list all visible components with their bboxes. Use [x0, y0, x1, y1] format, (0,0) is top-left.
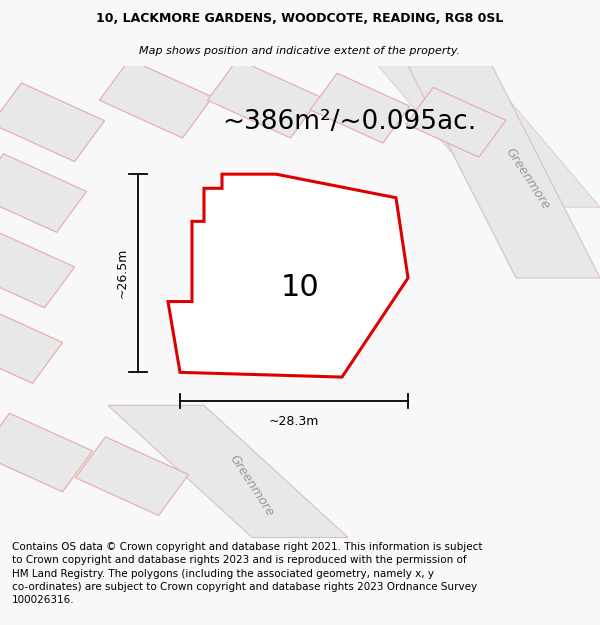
- Polygon shape: [408, 66, 600, 278]
- Text: ~28.3m: ~28.3m: [269, 415, 319, 428]
- Polygon shape: [310, 73, 410, 143]
- Polygon shape: [0, 305, 62, 383]
- Text: Contains OS data © Crown copyright and database right 2021. This information is : Contains OS data © Crown copyright and d…: [12, 542, 482, 605]
- Polygon shape: [0, 83, 104, 161]
- Polygon shape: [0, 229, 74, 308]
- Polygon shape: [378, 66, 600, 208]
- Polygon shape: [221, 314, 307, 374]
- Polygon shape: [235, 222, 365, 314]
- Polygon shape: [208, 59, 320, 138]
- Polygon shape: [108, 406, 348, 538]
- Text: 10: 10: [281, 273, 319, 302]
- Text: Map shows position and indicative extent of the property.: Map shows position and indicative extent…: [139, 46, 461, 56]
- Polygon shape: [76, 437, 188, 516]
- Polygon shape: [100, 59, 212, 138]
- Text: 10, LACKMORE GARDENS, WOODCOTE, READING, RG8 0SL: 10, LACKMORE GARDENS, WOODCOTE, READING,…: [97, 12, 503, 25]
- Polygon shape: [168, 174, 408, 377]
- Text: ~26.5m: ~26.5m: [116, 248, 129, 298]
- Polygon shape: [406, 88, 506, 157]
- Text: ~386m²/~0.095ac.: ~386m²/~0.095ac.: [222, 109, 476, 135]
- Polygon shape: [0, 413, 92, 492]
- Polygon shape: [0, 154, 86, 232]
- Text: Greenmore: Greenmore: [503, 146, 553, 212]
- Text: Greenmore: Greenmore: [227, 452, 277, 519]
